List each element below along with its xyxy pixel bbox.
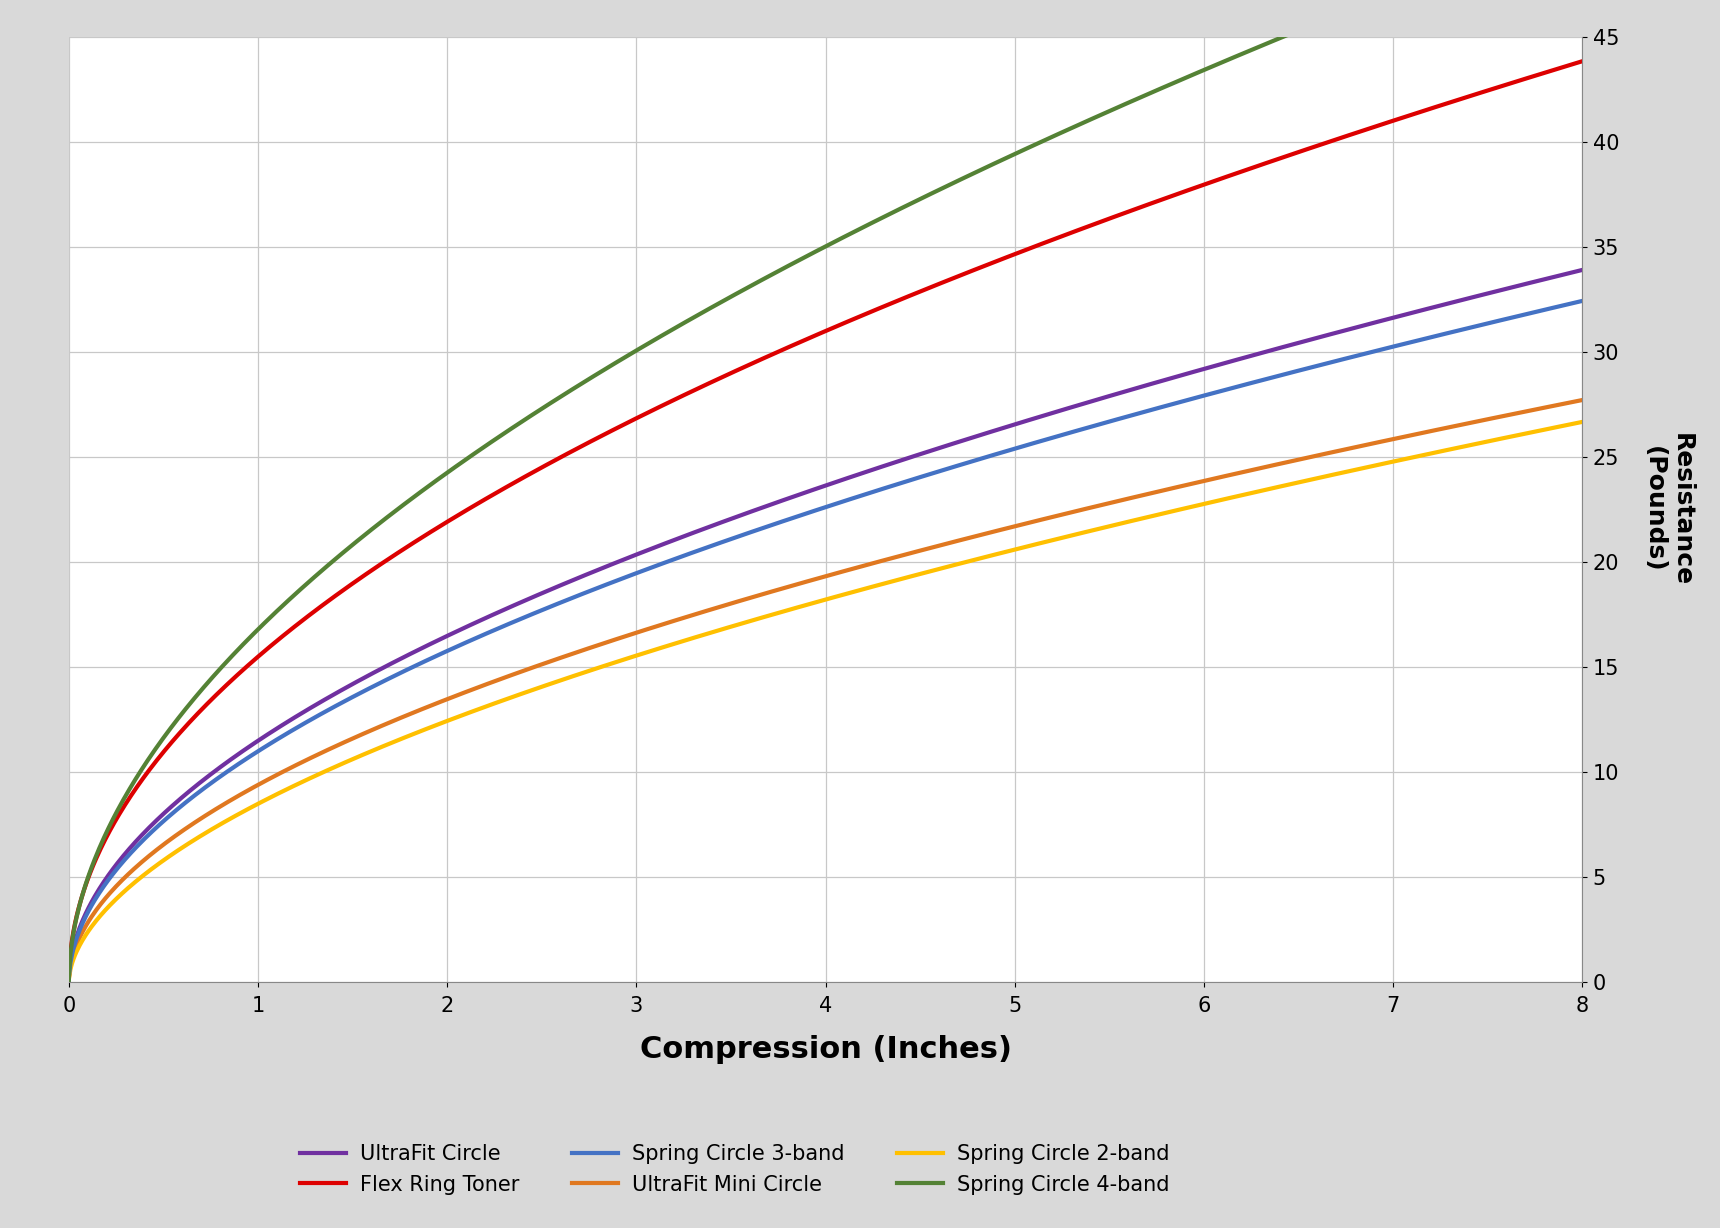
- Spring Circle 2-band: [58, 975, 79, 990]
- Spring Circle 3-band: [1293, 362, 1314, 377]
- Spring Circle 2-band: [1397, 452, 1417, 467]
- Line: Spring Circle 3-band: Spring Circle 3-band: [69, 301, 1582, 982]
- Line: Spring Circle 2-band: Spring Circle 2-band: [69, 422, 1582, 982]
- Spring Circle 2-band: [1572, 415, 1593, 430]
- Spring Circle 2-band: [150, 856, 170, 871]
- Spring Circle 4-band: [150, 736, 170, 750]
- Spring Circle 4-band: [365, 519, 385, 534]
- Spring Circle 3-band: [1572, 293, 1593, 308]
- Spring Circle 3-band: [1237, 377, 1257, 392]
- UltraFit Circle: [1397, 307, 1417, 322]
- Line: UltraFit Circle: UltraFit Circle: [69, 270, 1582, 982]
- UltraFit Circle: [365, 664, 385, 679]
- X-axis label: Compression (Inches): Compression (Inches): [640, 1035, 1011, 1063]
- Flex Ring Toner: [1293, 142, 1314, 157]
- Spring Circle 2-band: [365, 742, 385, 756]
- Flex Ring Toner: [1397, 109, 1417, 124]
- Spring Circle 3-band: [58, 975, 79, 990]
- UltraFit Circle: [1572, 263, 1593, 278]
- Flex Ring Toner: [365, 561, 385, 576]
- Spring Circle 3-band: [150, 817, 170, 831]
- Legend: UltraFit Circle, Flex Ring Toner, Spring Circle 3-band, UltraFit Mini Circle, Sp: UltraFit Circle, Flex Ring Toner, Spring…: [299, 1144, 1170, 1195]
- Line: Flex Ring Toner: Flex Ring Toner: [69, 61, 1582, 982]
- Spring Circle 4-band: [1293, 21, 1314, 36]
- UltraFit Mini Circle: [1572, 393, 1593, 408]
- UltraFit Mini Circle: [150, 840, 170, 855]
- Spring Circle 2-band: [1498, 430, 1519, 445]
- Flex Ring Toner: [58, 975, 79, 990]
- Spring Circle 3-band: [365, 678, 385, 693]
- UltraFit Mini Circle: [1498, 408, 1519, 422]
- Spring Circle 2-band: [1293, 474, 1314, 489]
- UltraFit Mini Circle: [1237, 464, 1257, 479]
- Spring Circle 3-band: [1498, 311, 1519, 325]
- Spring Circle 3-band: [1397, 336, 1417, 351]
- Flex Ring Toner: [1498, 76, 1519, 91]
- Flex Ring Toner: [1237, 162, 1257, 177]
- UltraFit Circle: [58, 975, 79, 990]
- UltraFit Mini Circle: [1293, 451, 1314, 465]
- Line: Spring Circle 4-band: Spring Circle 4-band: [69, 0, 1582, 982]
- Spring Circle 4-band: [58, 975, 79, 990]
- UltraFit Mini Circle: [365, 721, 385, 736]
- UltraFit Mini Circle: [1397, 429, 1417, 443]
- UltraFit Mini Circle: [58, 975, 79, 990]
- UltraFit Circle: [150, 809, 170, 824]
- Flex Ring Toner: [1572, 54, 1593, 69]
- UltraFit Circle: [1237, 350, 1257, 365]
- Flex Ring Toner: [150, 749, 170, 764]
- UltraFit Circle: [1498, 281, 1519, 296]
- UltraFit Circle: [1293, 334, 1314, 349]
- Y-axis label: Resistance
(Pounds): Resistance (Pounds): [1641, 433, 1692, 586]
- Spring Circle 4-band: [1237, 44, 1257, 59]
- Line: UltraFit Mini Circle: UltraFit Mini Circle: [69, 400, 1582, 982]
- Spring Circle 2-band: [1237, 486, 1257, 501]
